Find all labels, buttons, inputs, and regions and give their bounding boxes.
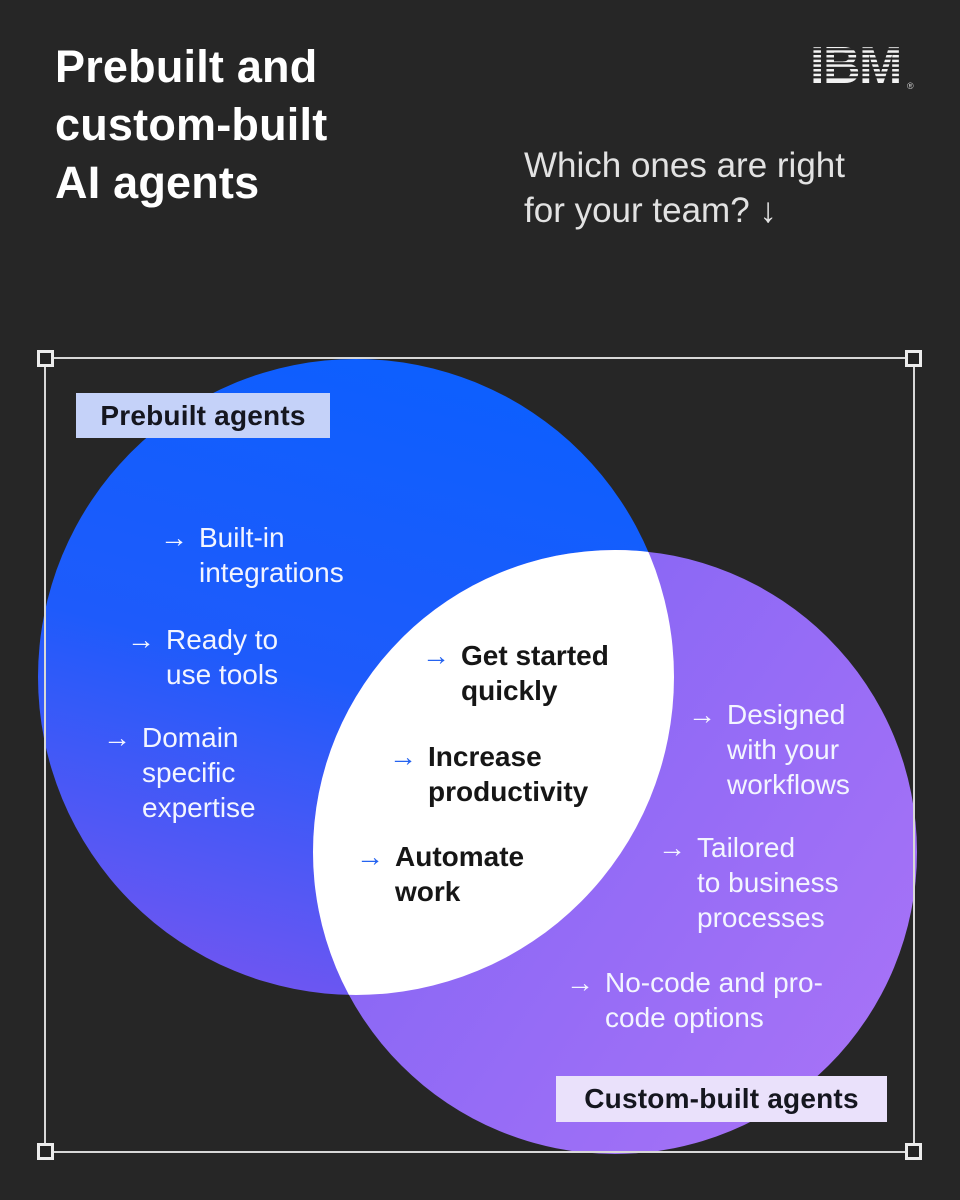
- selection-frame: [37, 350, 922, 1160]
- arrow-right-icon: →: [658, 832, 686, 863]
- prebuilt-item-ready-to-use-tools: → Ready to use tools: [127, 622, 278, 692]
- overlap-item-increase-productivity: → Increase productivity: [389, 739, 588, 809]
- overlap-item-get-started-quickly: → Get started quickly: [422, 638, 609, 708]
- custom-item-tailored-to-business-processes: → Tailored to business processes: [658, 830, 839, 935]
- custom-item-designed-with-your-workflows: → Designed with your workflows: [688, 697, 850, 802]
- item-line: processes: [697, 902, 825, 933]
- page-subtitle: Which ones are right for your team? ↓: [524, 146, 845, 230]
- item-line: Designed: [727, 699, 846, 730]
- arrow-right-icon: →: [356, 841, 384, 872]
- item-line: Domain: [142, 722, 239, 753]
- item-line: work: [395, 876, 461, 907]
- item-line: code options: [605, 1002, 764, 1033]
- item-line: productivity: [428, 776, 589, 807]
- overlap-item-automate-work: → Automate work: [356, 839, 524, 909]
- custom-item-no-code-pro-code-options: → No-code and pro- code options: [566, 965, 823, 1035]
- arrow-right-icon: →: [688, 699, 716, 730]
- prebuilt-item-domain-specific-expertise: → Domain specific expertise: [103, 720, 256, 825]
- arrow-right-icon: →: [103, 722, 131, 753]
- arrow-right-icon: →: [422, 640, 450, 671]
- registered-trademark-icon: ®: [907, 81, 914, 91]
- page-title: Prebuilt and custom-built AI agents: [55, 41, 328, 208]
- arrow-right-icon: →: [160, 522, 188, 553]
- item-line: Built-in: [199, 522, 285, 553]
- frame-handle-top-right: [905, 350, 922, 367]
- item-line: specific: [142, 757, 236, 788]
- frame-handle-bottom-left: [37, 1143, 54, 1160]
- item-line: Automate: [395, 841, 525, 872]
- frame-handle-top-left: [37, 350, 54, 367]
- item-line: expertise: [142, 792, 256, 823]
- ibm-logo: IBM ®: [812, 44, 914, 94]
- item-line: Ready to: [166, 624, 279, 655]
- frame-handle-bottom-right: [905, 1143, 922, 1160]
- item-line: with your: [727, 734, 840, 765]
- overlap-lens: [313, 550, 674, 995]
- item-line: No-code and pro-: [605, 967, 823, 998]
- item-line: Get started: [461, 640, 609, 671]
- prebuilt-agents-label: Prebuilt agents: [76, 393, 330, 438]
- item-line: workflows: [727, 769, 850, 800]
- prebuilt-item-built-in-integrations: → Built-in integrations: [160, 520, 344, 590]
- item-line: to business: [697, 867, 839, 898]
- custom-built-agents-label: Custom-built agents: [556, 1076, 887, 1122]
- arrow-right-icon: →: [127, 624, 155, 655]
- arrow-right-icon: →: [566, 967, 594, 998]
- item-line: use tools: [166, 659, 279, 690]
- item-line: Tailored: [697, 832, 796, 863]
- item-line: quickly: [461, 675, 558, 706]
- arrow-right-icon: →: [389, 741, 417, 772]
- item-line: Increase: [428, 741, 542, 772]
- ibm-logo-stripes: [812, 48, 908, 79]
- item-line: integrations: [199, 557, 344, 588]
